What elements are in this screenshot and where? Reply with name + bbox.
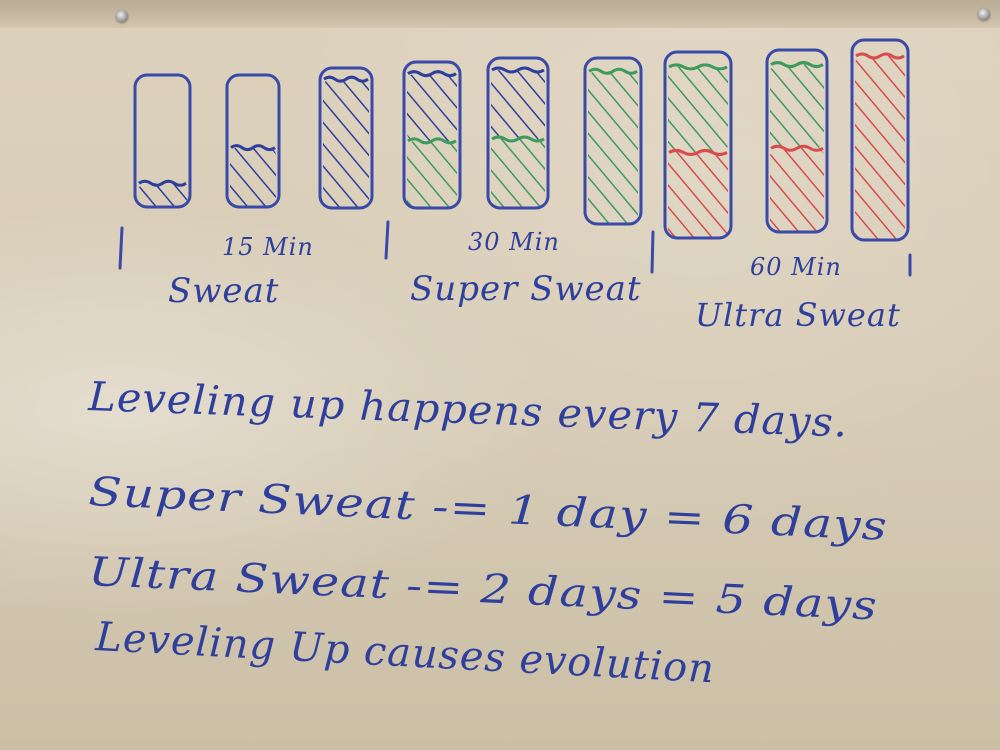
bar-outline — [133, 73, 192, 209]
bar-level-line — [323, 75, 369, 83]
bar-outline — [402, 60, 462, 210]
bar-level-line — [407, 137, 457, 145]
bar-fill-blue — [491, 70, 545, 139]
group-name-label: Sweat — [168, 271, 279, 311]
bar-fill-red — [668, 152, 728, 238]
bar-level-line — [770, 144, 824, 152]
group-time-label: 15 Min — [222, 233, 314, 261]
bar-outline — [486, 56, 550, 210]
bar-fill-green — [588, 71, 638, 224]
note-line-2: Super Sweat -= 1 day = 6 days — [88, 469, 889, 550]
bar-level-line — [770, 61, 824, 69]
bar-level-line — [491, 66, 545, 74]
group-dividers — [118, 220, 912, 277]
bar-fill-green — [407, 140, 457, 208]
bar-level-line — [668, 63, 728, 71]
note-line-4: Leveling Up causes evolution — [93, 614, 716, 692]
bar-fill-green — [770, 64, 824, 149]
divider-tick — [118, 226, 124, 270]
bar-outline — [765, 48, 829, 234]
bar-outline — [225, 73, 281, 209]
bar-fill-blue — [323, 79, 369, 208]
bar-outline — [583, 56, 643, 226]
bar-fill-red — [855, 56, 905, 240]
group-time-label: 60 Min — [750, 253, 842, 281]
bar-level-line — [138, 179, 187, 187]
divider-tick — [650, 230, 655, 274]
bar-level-line — [491, 135, 545, 143]
bar-level-line — [855, 52, 905, 60]
bar-fill-green — [668, 66, 728, 153]
bar-fill-green — [491, 139, 545, 208]
screw-icon — [978, 8, 990, 20]
screw-icon — [116, 10, 128, 22]
group-name-label: Super Sweat — [410, 269, 642, 309]
bar-outline — [318, 66, 374, 210]
bar-fill-red — [770, 148, 824, 232]
bar-outline — [663, 50, 733, 240]
group-name-label: Ultra Sweat — [695, 296, 901, 334]
bar-fill-blue — [138, 183, 187, 207]
whiteboard-frame — [0, 0, 1000, 28]
bar-level-line — [407, 70, 457, 78]
bar-fill-blue — [230, 147, 276, 207]
note-line-1: Leveling up happens every 7 days. — [87, 374, 849, 447]
bar-level-line — [668, 148, 728, 156]
divider-tick — [384, 220, 390, 260]
note-line-3: Ultra Sweat -= 2 days = 5 days — [88, 549, 879, 629]
bar-diagram — [133, 38, 910, 242]
bar-outline — [850, 38, 910, 242]
bar-level-line — [588, 67, 638, 75]
group-time-label: 30 Min — [468, 228, 560, 256]
bar-fill-blue — [407, 73, 457, 141]
bar-level-line — [230, 144, 276, 152]
